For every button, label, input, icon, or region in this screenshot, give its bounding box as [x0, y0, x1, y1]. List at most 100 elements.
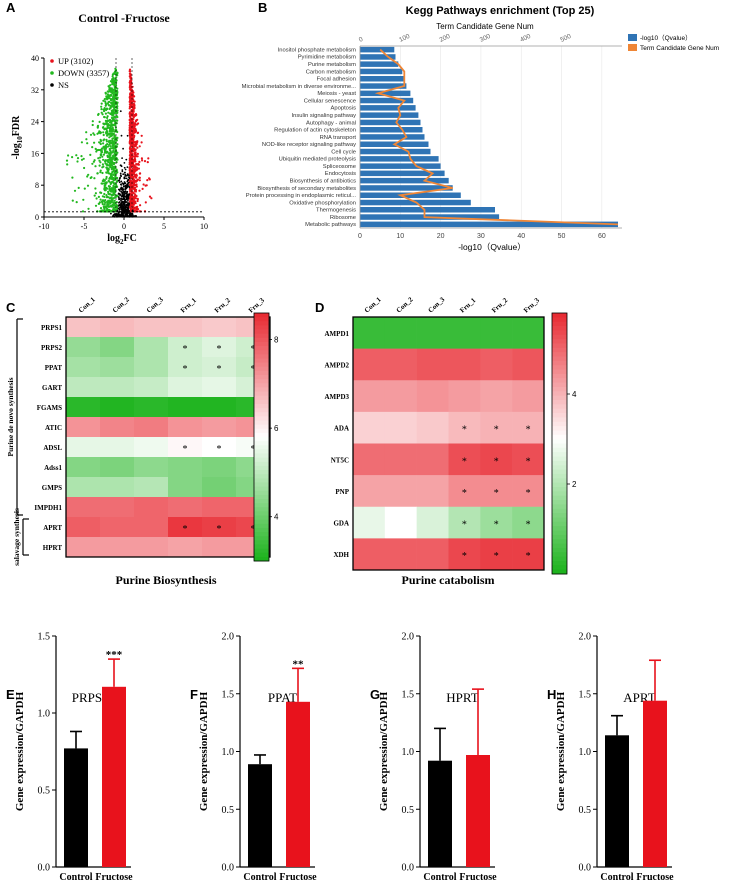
- down-point: [103, 110, 106, 113]
- colorbar-segment: [254, 366, 269, 372]
- colorbar-segment: [254, 399, 269, 405]
- down-point: [112, 101, 115, 104]
- down-point: [91, 146, 94, 149]
- significance-star: *: [183, 524, 188, 535]
- down-point: [104, 187, 107, 190]
- heat-cell: [100, 477, 135, 498]
- down-point: [110, 196, 113, 199]
- colorbar-segment: [552, 482, 567, 488]
- up-point: [132, 175, 135, 178]
- colorbar-segment: [552, 552, 567, 557]
- x-tick-label: -10: [39, 222, 50, 231]
- down-point: [80, 158, 84, 161]
- up-point: [129, 207, 132, 210]
- colorbar-segment: [552, 465, 567, 470]
- colorbar-segment: [552, 321, 567, 327]
- down-point: [112, 96, 115, 99]
- colorbar-segment: [552, 530, 567, 536]
- x-axis-label-main: log: [107, 233, 120, 244]
- up-point: [130, 88, 133, 91]
- colorbar-tick-label: 8: [274, 336, 279, 345]
- colorbar-segment: [552, 452, 567, 457]
- colorbar-segment: [254, 461, 269, 467]
- y-tick-label: 1.0: [38, 709, 51, 720]
- down-point: [109, 139, 112, 142]
- down-point: [113, 178, 116, 181]
- ns-point: [122, 196, 125, 199]
- category-label: Oxidative phosphorylation: [289, 200, 356, 206]
- significance-mark: ***: [106, 649, 123, 661]
- heat-cell: [448, 411, 481, 444]
- ns-point: [116, 209, 119, 212]
- ns-point: [122, 211, 124, 214]
- down-point: [111, 205, 114, 208]
- down-point: [82, 157, 85, 160]
- heat-cell: [384, 538, 417, 571]
- heat-cell: [384, 411, 417, 444]
- up-point: [132, 192, 135, 195]
- ns-point: [118, 201, 120, 204]
- significance-star: *: [462, 456, 467, 467]
- ns-point: [117, 204, 120, 207]
- colorbar: [552, 313, 567, 575]
- down-point: [108, 193, 111, 196]
- down-point: [108, 188, 111, 191]
- down-point: [106, 95, 109, 98]
- x-tick-label: -5: [81, 222, 88, 231]
- up-point: [132, 203, 135, 206]
- colorbar-segment: [254, 453, 269, 459]
- ns-point: [119, 176, 121, 179]
- colorbar-segment: [552, 347, 567, 353]
- category-label: Cell cycle: [331, 149, 356, 155]
- down-point: [116, 176, 119, 180]
- down-point: [110, 124, 113, 127]
- row-label: PPAT: [45, 364, 63, 372]
- colorbar-segment: [552, 369, 567, 375]
- ns-point: [128, 193, 131, 196]
- kegg-bar: [360, 156, 439, 162]
- colorbar-segment: [552, 556, 567, 562]
- colorbar-tick-label: 4: [572, 390, 577, 399]
- colorbar-segment: [254, 358, 269, 363]
- colorbar-segment: [254, 511, 269, 516]
- colorbar-segment: [552, 534, 567, 540]
- colorbar-segment: [254, 420, 269, 425]
- down-point: [87, 173, 90, 176]
- category-label: Microbial metabolism in diverse environm…: [242, 84, 357, 90]
- category-label: Fructose: [459, 872, 497, 883]
- up-point: [130, 155, 133, 158]
- column-label: Fru_2: [213, 296, 232, 315]
- down-point: [80, 141, 83, 144]
- heat-cell: [134, 317, 169, 338]
- heat-cell: [384, 506, 417, 539]
- down-point: [110, 116, 114, 119]
- down-point: [93, 141, 96, 144]
- ns-point: [118, 214, 121, 217]
- heat-cell: [134, 497, 169, 518]
- colorbar-segment: [552, 473, 567, 479]
- y-tick-label: 16: [31, 149, 39, 158]
- significance-star: *: [526, 425, 531, 436]
- down-point: [93, 177, 96, 180]
- heat-cell: [202, 437, 237, 458]
- down-point: [111, 177, 114, 181]
- down-point: [103, 208, 106, 211]
- down-point: [91, 123, 94, 127]
- down-point: [109, 147, 113, 150]
- colorbar-segment: [254, 403, 269, 409]
- down-point: [71, 199, 74, 202]
- down-point: [104, 112, 107, 115]
- panel-letter-a: A: [6, 0, 16, 15]
- colorbar-segment: [254, 387, 269, 392]
- ns-point: [125, 177, 128, 180]
- colorbar-segment: [552, 547, 567, 553]
- up-point: [134, 188, 137, 192]
- column-label: Fru_3: [247, 296, 266, 315]
- colorbar-segment: [552, 508, 567, 514]
- y-axis-label-tail: FDR: [11, 115, 22, 136]
- ns-point: [120, 188, 123, 191]
- ns-point: [122, 190, 125, 193]
- y-tick-label: 0.5: [579, 805, 592, 816]
- category-label: RNA transport: [320, 135, 357, 141]
- down-point: [103, 98, 106, 101]
